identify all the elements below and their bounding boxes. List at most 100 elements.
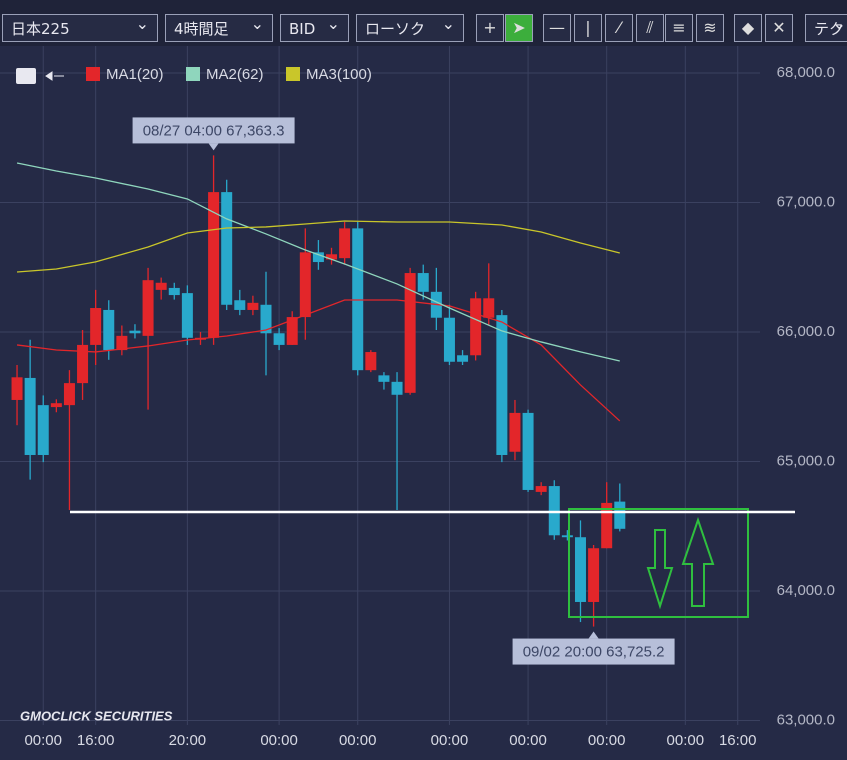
tech-menu[interactable]: テク [805,10,847,42]
x-tick-label: 00:00 [509,732,547,749]
candle-body [588,548,600,602]
candle-body [168,287,180,296]
x-tick-label: 00:00 [339,732,377,749]
erase-button[interactable]: ◆ [734,14,762,42]
y-tick-label: 63,000.0 [777,711,835,728]
candle-body [273,333,285,345]
candle-body [181,293,193,338]
annotation-label: 09/02 20:00 63,725.2 [523,644,665,661]
annotation-box [132,117,295,144]
drawn-rectangle [568,508,749,618]
pointer-button[interactable]: ➤ [505,14,533,42]
candle-body [417,273,429,292]
y-tick-label: 65,000.0 [777,452,835,469]
candle-body [299,252,311,318]
candle-body [339,228,351,259]
candle-body [37,405,49,455]
candle-body [470,298,482,356]
legend-swatch [86,67,100,81]
erase-all-button[interactable]: ✕ [765,14,793,42]
x-tick-label: 00:00 [431,732,469,749]
legend-label: MA1(20) [106,66,164,83]
candle-body [457,355,469,362]
y-tick-label: 66,000.0 [777,323,835,340]
candle-body [548,486,560,536]
x-tick-label: 20:00 [169,732,207,749]
trendline-button[interactable]: ⁄ [605,14,633,42]
candle-body [509,412,521,452]
candle-body [443,317,455,362]
legend-swatch [186,67,200,81]
candle-body [77,344,89,384]
logo: GMOCLICK SECURITIES [20,708,173,723]
candle-body [312,252,324,263]
candle-body [11,377,23,400]
candle-body [326,254,338,260]
annotation-pointer [588,631,599,639]
candle-body [365,352,377,371]
candle-body [614,501,626,529]
ma-line [16,299,621,422]
up-arrow [681,516,715,607]
candle-body [561,535,573,538]
x-tick-label: 00:00 [260,732,298,749]
annotation-label: 08/27 04:00 67,363.3 [143,122,285,139]
chart-type-select[interactable]: ローソク [356,10,464,42]
y-tick-label: 68,000.0 [777,64,835,81]
candle-body [90,308,102,345]
candle-body [574,537,586,602]
down-arrow [646,529,674,610]
comment-icon [16,68,36,84]
hline-button[interactable]: — [543,14,571,42]
annotation-pointer [208,143,219,151]
candle-body [496,315,508,455]
y-tick-label: 64,000.0 [777,582,835,599]
channel-button[interactable]: ⫽ [636,14,664,42]
candle-body [352,228,364,371]
timeframe-select[interactable]: 4時間足 [165,10,273,42]
legend-label: MA3(100) [306,66,372,83]
candle-body [24,377,36,455]
x-tick-label: 00:00 [24,732,62,749]
ma-line [16,162,620,362]
candle-body [103,309,115,351]
candle-body [601,502,613,549]
x-tick-label: 16:00 [77,732,115,749]
fibo-button[interactable]: ≡ [665,14,693,42]
candle-body [247,302,259,310]
candle-body [234,300,246,310]
candle-body [404,273,416,393]
side-select[interactable]: BID [280,10,349,42]
candle-body [286,317,298,345]
ma-line [16,220,620,273]
legend [16,68,64,84]
annotation-box [512,638,675,665]
candle-body [221,192,233,305]
candle-body [63,383,75,406]
legend-label: MA2(62) [206,66,264,83]
candle-body [483,298,495,318]
y-tick-label: 67,000.0 [777,193,835,210]
x-tick-label: 00:00 [667,732,705,749]
candle-body [155,282,167,290]
collapse-icon [45,71,64,81]
candle-body [535,486,547,492]
candle-body [391,381,403,395]
candle-body [208,192,220,338]
candle-body [129,330,141,334]
fan-button[interactable]: ≋ [696,14,724,42]
x-tick-label: 16:00 [719,732,757,749]
grid-layer [0,45,760,725]
x-tick-label: 00:00 [588,732,626,749]
vline-button[interactable]: | [574,14,602,42]
plot-layer [11,155,626,627]
candle-body [260,304,272,334]
candle-body [522,412,534,490]
symbol-select[interactable]: 日本225 [2,10,158,42]
candle-body [378,375,390,382]
crosshair-button[interactable]: + [476,14,504,42]
candle-body [116,335,128,351]
toolbar: 日本225 4時間足 BID ローソク + ➤ — | ⁄ ⫽ ≡ ≋ ◆ ✕ … [0,0,847,46]
